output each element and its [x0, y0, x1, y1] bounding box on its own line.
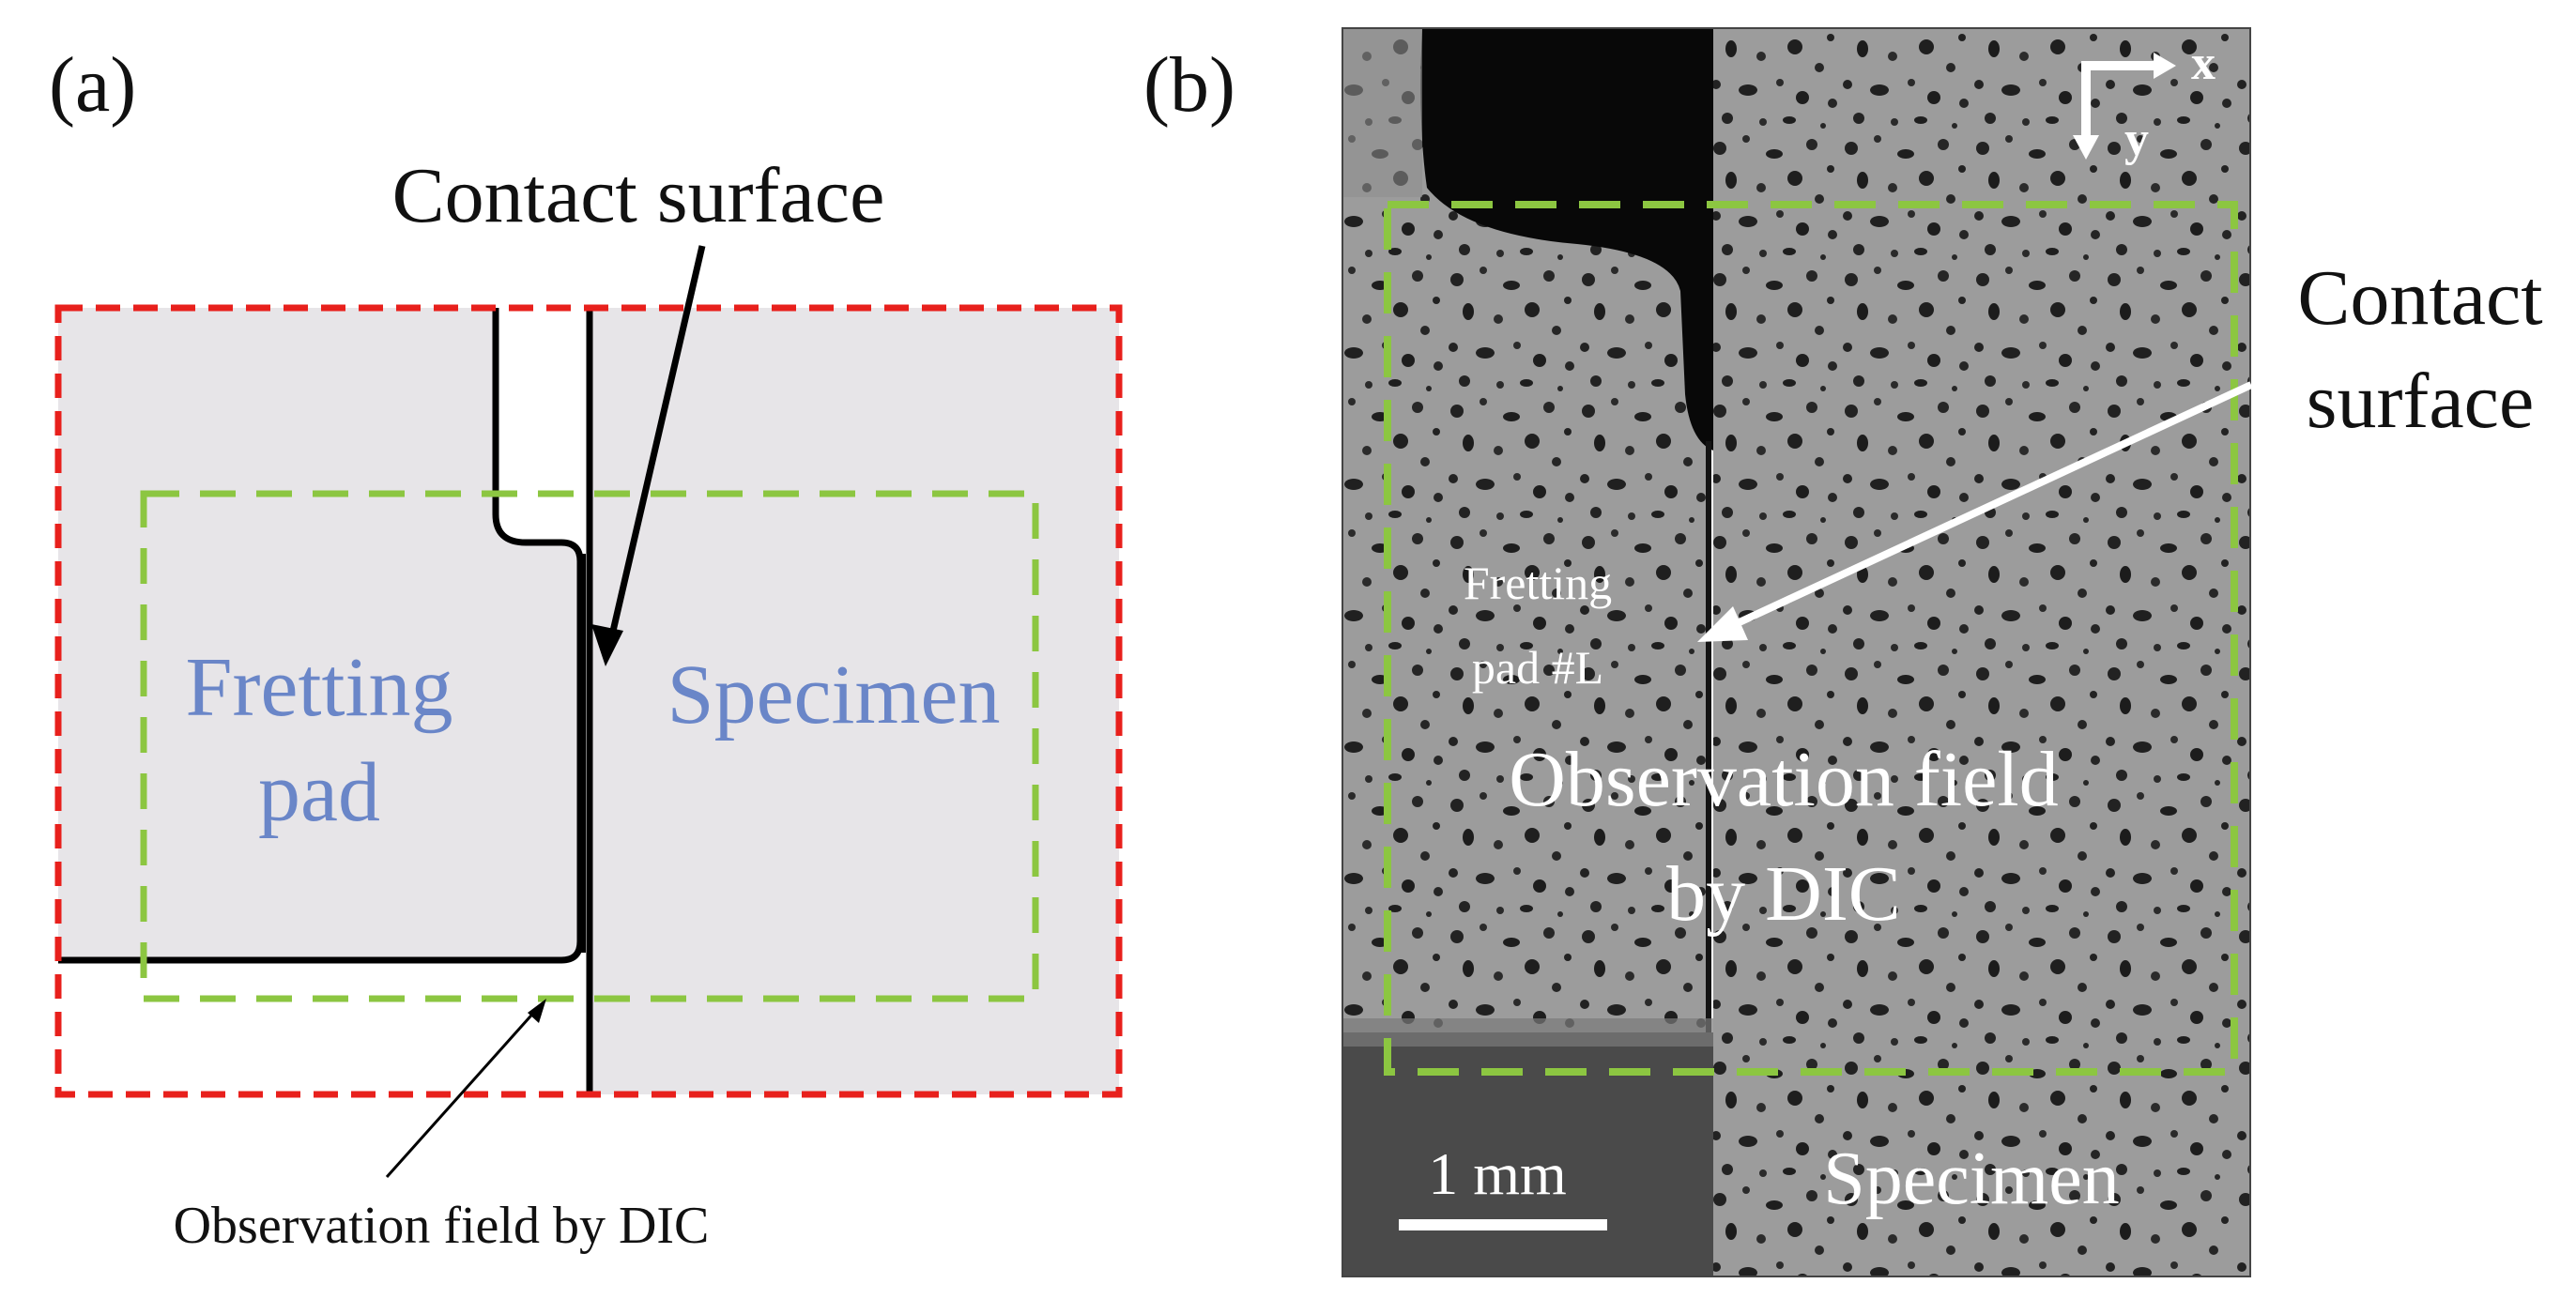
scale-bar-label: 1 mm — [1428, 1140, 1567, 1207]
observation-field-arrow-a — [385, 1008, 539, 1178]
fretting-pad-region — [58, 308, 580, 960]
below-pad-region — [1342, 1032, 1713, 1276]
axis-x-label: x — [2191, 37, 2216, 90]
fretting-pad-label-b2: pad #L — [1472, 641, 1603, 694]
contact-surface-arrowhead-b — [1697, 606, 1748, 642]
fretting-pad-outline — [58, 308, 584, 964]
panel-a: (a) Contact surface Fretting pad Specime… — [49, 41, 1123, 1255]
dic-field-box-b — [1384, 201, 2238, 1076]
dic-field-box-a — [140, 490, 1039, 1002]
observation-field-label-b1: Observation field — [1509, 736, 2059, 823]
specimen-label-b: Specimen — [1823, 1138, 2119, 1220]
contact-surface-arrow-a — [605, 245, 706, 652]
axis-indicator: x y — [2073, 37, 2216, 166]
panel-b: (b) x y — [1143, 27, 2543, 1277]
observation-field-label-b2: by DIC — [1666, 850, 1901, 938]
contact-surface-label-b1: Contact — [2297, 254, 2542, 342]
top-left-strip — [1342, 28, 1422, 197]
pad-bottom-edge — [1342, 1018, 1713, 1047]
panel-a-label: (a) — [49, 41, 136, 129]
image-border — [1342, 27, 2251, 1277]
specimen-region — [590, 308, 1119, 1094]
contact-surface-arrowhead-a — [591, 624, 623, 666]
contact-surface-label-a: Contact surface — [392, 152, 885, 239]
panel-b-label: (b) — [1143, 41, 1235, 129]
fretting-pad-label-a2: pad — [258, 746, 380, 839]
observation-field-arrowhead-a — [528, 999, 546, 1023]
dic-image — [1342, 27, 2251, 1277]
axis-y-label: y — [2124, 113, 2149, 166]
fretting-pad-label-a1: Fretting — [186, 641, 453, 734]
contact-surface-arrow-b — [1727, 381, 2253, 631]
gap-region — [1420, 28, 1713, 451]
outer-dashed-box — [54, 304, 1123, 1098]
observation-field-label-a: Observation field by DIC — [174, 1197, 710, 1255]
specimen-speckle-region — [1713, 28, 2250, 1276]
specimen-label-a: Specimen — [667, 649, 1001, 741]
fretting-pad-label-b1: Fretting — [1464, 557, 1612, 609]
contact-surface-label-b2: surface — [2307, 358, 2534, 445]
